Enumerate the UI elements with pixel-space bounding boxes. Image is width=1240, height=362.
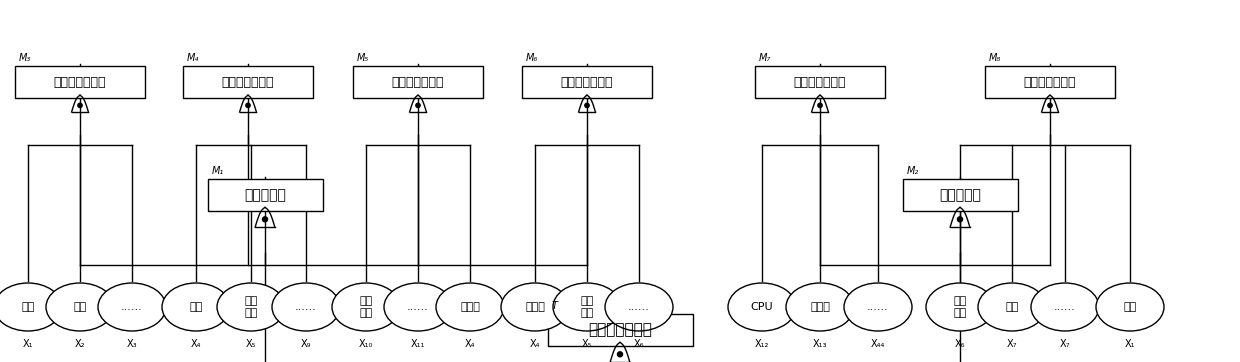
Text: ......: ......	[629, 302, 650, 312]
Text: 输气
管道: 输气 管道	[244, 296, 258, 318]
Text: X₁₂: X₁₂	[755, 339, 769, 349]
Text: 液压泵: 液压泵	[525, 302, 544, 312]
FancyBboxPatch shape	[353, 66, 484, 98]
Text: X₇: X₇	[1007, 339, 1017, 349]
Text: M₂: M₂	[906, 166, 919, 176]
Text: M₁: M₁	[212, 166, 223, 176]
Text: 机械部件可靠度: 机械部件可靠度	[53, 76, 107, 88]
FancyBboxPatch shape	[184, 66, 312, 98]
Text: 机械可靠度: 机械可靠度	[244, 188, 286, 202]
Text: 数控机床可靠度: 数控机床可靠度	[588, 323, 652, 337]
Ellipse shape	[1096, 283, 1164, 331]
Text: X₆: X₆	[634, 339, 645, 349]
Text: X₄: X₄	[465, 339, 475, 349]
Ellipse shape	[272, 283, 340, 331]
Text: 电气可靠度: 电气可靠度	[939, 188, 981, 202]
Circle shape	[263, 217, 268, 222]
Text: 液压
管道: 液压 管道	[580, 296, 594, 318]
Text: X₂: X₂	[74, 339, 86, 349]
FancyBboxPatch shape	[15, 66, 145, 98]
Circle shape	[618, 352, 622, 357]
Text: 气泵: 气泵	[190, 302, 202, 312]
Text: T: T	[552, 301, 558, 311]
Text: X₅: X₅	[246, 339, 257, 349]
Circle shape	[1048, 103, 1053, 108]
Text: 润滑系统可靠度: 润滑系统可靠度	[392, 76, 444, 88]
Text: 主轴: 主轴	[21, 302, 35, 312]
Ellipse shape	[844, 283, 911, 331]
Text: M₅: M₅	[357, 53, 370, 63]
Ellipse shape	[332, 283, 401, 331]
Text: X₆: X₆	[955, 339, 965, 349]
Ellipse shape	[162, 283, 229, 331]
Ellipse shape	[1030, 283, 1099, 331]
Ellipse shape	[926, 283, 994, 331]
Ellipse shape	[978, 283, 1047, 331]
Text: M₈: M₈	[990, 53, 1001, 63]
Ellipse shape	[0, 283, 62, 331]
Text: 驱动
模块: 驱动 模块	[954, 296, 967, 318]
Circle shape	[415, 103, 420, 108]
Text: X₄: X₄	[529, 339, 541, 349]
Circle shape	[957, 217, 962, 222]
Text: M₇: M₇	[759, 53, 771, 63]
Ellipse shape	[501, 283, 569, 331]
Text: 液压泵: 液压泵	[460, 302, 480, 312]
Text: X₇: X₇	[1060, 339, 1070, 349]
Text: 电源: 电源	[1123, 302, 1137, 312]
Text: X₁₀: X₁₀	[358, 339, 373, 349]
Text: M₆: M₆	[526, 53, 538, 63]
Ellipse shape	[728, 283, 796, 331]
Text: ......: ......	[1054, 302, 1076, 312]
Circle shape	[818, 103, 822, 108]
Text: 润滑
管道: 润滑 管道	[360, 296, 373, 318]
Ellipse shape	[217, 283, 285, 331]
FancyBboxPatch shape	[207, 179, 322, 211]
Text: ......: ......	[295, 302, 317, 312]
Text: CPU: CPU	[750, 302, 774, 312]
FancyBboxPatch shape	[755, 66, 885, 98]
Ellipse shape	[46, 283, 114, 331]
Text: X₄₄: X₄₄	[870, 339, 885, 349]
Ellipse shape	[553, 283, 621, 331]
Circle shape	[585, 103, 589, 108]
Ellipse shape	[786, 283, 854, 331]
Text: ......: ......	[867, 302, 889, 312]
Text: 伺服单元可靠度: 伺服单元可靠度	[1024, 76, 1076, 88]
Text: X₅: X₅	[582, 339, 593, 349]
Text: 气动系统可靠度: 气动系统可靠度	[222, 76, 274, 88]
Text: X₁: X₁	[1125, 339, 1136, 349]
Ellipse shape	[436, 283, 503, 331]
Ellipse shape	[384, 283, 453, 331]
FancyBboxPatch shape	[522, 66, 652, 98]
Text: X₁₁: X₁₁	[410, 339, 425, 349]
Text: X₉: X₉	[301, 339, 311, 349]
Circle shape	[246, 103, 250, 108]
Text: 数控装置可靠度: 数控装置可靠度	[794, 76, 846, 88]
FancyBboxPatch shape	[548, 314, 692, 346]
Text: 导轨: 导轨	[73, 302, 87, 312]
Text: X₁: X₁	[22, 339, 33, 349]
Text: 存储器: 存储器	[810, 302, 830, 312]
Text: M₃: M₃	[19, 53, 31, 63]
FancyBboxPatch shape	[985, 66, 1115, 98]
Text: ......: ......	[407, 302, 429, 312]
Text: M₄: M₄	[187, 53, 200, 63]
Ellipse shape	[98, 283, 166, 331]
Text: 液压系统可靠度: 液压系统可靠度	[560, 76, 614, 88]
FancyBboxPatch shape	[903, 179, 1018, 211]
Text: ......: ......	[122, 302, 143, 312]
Circle shape	[78, 103, 82, 108]
Text: X₃: X₃	[126, 339, 138, 349]
Ellipse shape	[605, 283, 673, 331]
Text: X₁₃: X₁₃	[812, 339, 827, 349]
Text: 电机: 电机	[1006, 302, 1018, 312]
Text: X₄: X₄	[191, 339, 201, 349]
